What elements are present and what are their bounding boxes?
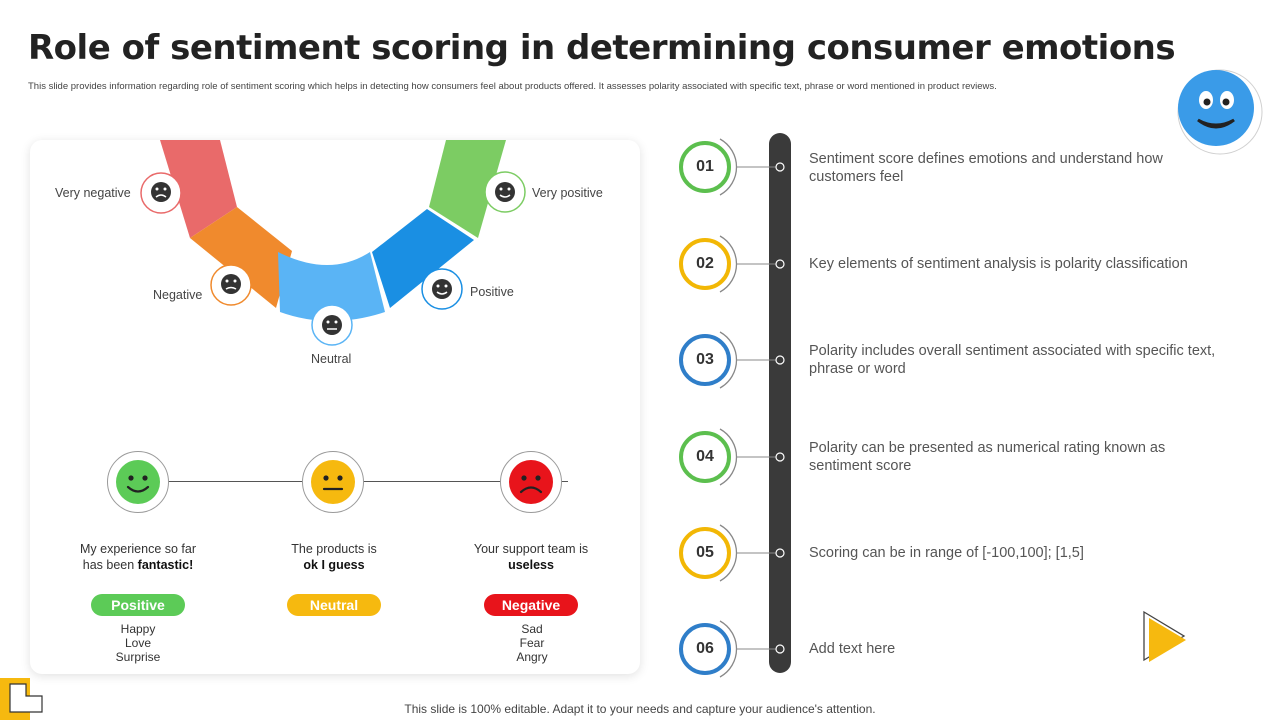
label-very-positive: Very positive [532, 186, 603, 200]
step-text-06: Add text here [809, 641, 896, 657]
page-title: Role of sentiment scoring in determining… [28, 28, 1176, 68]
neutral-badge: Neutral [287, 594, 381, 616]
label-negative: Negative [153, 288, 203, 302]
page-subtitle: This slide provides information regardin… [28, 81, 997, 92]
arc-segment-positive [372, 209, 474, 308]
positive-emotions-list: Happy Love Surprise [78, 622, 198, 664]
step-number-03: 03 [696, 351, 714, 368]
play-arrow-icon [1143, 610, 1186, 662]
happy-face-icon [116, 460, 160, 504]
step-number-05: 05 [696, 544, 714, 561]
list-item: Happy [120, 622, 156, 636]
arc-segment-negative [190, 207, 292, 308]
step-text-01: Sentiment score defines emotions and und… [809, 151, 1163, 185]
step-number-01: 01 [696, 158, 714, 175]
step-ring-03 [679, 331, 785, 389]
timeline-bar [769, 133, 791, 673]
negative-face [500, 451, 562, 513]
very-negative-marker [140, 172, 182, 214]
steps-timeline [679, 133, 791, 678]
very-positive-marker [484, 171, 526, 213]
positive-marker [421, 268, 463, 310]
footer-note: This slide is 100% editable. Adapt it to… [404, 702, 876, 716]
sad-face-icon [509, 460, 553, 504]
step-text-02: Key elements of sentiment analysis is po… [809, 256, 1188, 272]
corner-decoration [0, 678, 43, 720]
list-item: Fear [519, 636, 545, 650]
list-item: Angry [516, 650, 548, 664]
arc-segment-very-positive [429, 140, 506, 238]
label-very-negative: Very negative [55, 186, 131, 200]
step-number-04: 04 [696, 448, 714, 465]
step-number-06: 06 [696, 640, 714, 657]
negative-quote: Your support team is useless [473, 542, 589, 572]
positive-quote: My experience so far has been fantastic! [79, 542, 197, 572]
step-ring-01 [679, 138, 785, 196]
negative-badge: Negative [484, 594, 578, 616]
neutral-marker [311, 304, 353, 346]
connector-line [168, 481, 568, 482]
step-ring-02 [679, 235, 785, 293]
step-text-04: Polarity can be presented as numerical r… [809, 440, 1166, 474]
arc-segment-neutral [278, 252, 385, 321]
label-neutral: Neutral [311, 352, 352, 366]
positive-face [107, 451, 169, 513]
negative-emotions-list: Sad Fear Angry [472, 622, 592, 664]
list-item: Love [124, 636, 152, 650]
list-item: Surprise [115, 650, 161, 664]
neutral-face-icon [311, 460, 355, 504]
sentiment-arc [140, 140, 526, 346]
step-ring-06 [679, 620, 785, 678]
arc-segment-very-negative [160, 140, 237, 238]
positive-badge: Positive [91, 594, 185, 616]
step-ring-05 [679, 524, 785, 582]
negative-marker [210, 264, 252, 306]
label-positive: Positive [470, 285, 514, 299]
step-text-03: Polarity includes overall sentiment asso… [809, 343, 1216, 377]
step-ring-04 [679, 428, 785, 486]
step-number-02: 02 [696, 255, 714, 272]
sentiment-scale-card: Very negative Negative Neutral Positive … [30, 140, 640, 674]
neutral-quote: The products is ok I guess [291, 542, 377, 572]
neutral-face [302, 451, 364, 513]
step-text-05: Scoring can be in range of [-100,100]; [… [809, 545, 1084, 561]
list-item: Sad [521, 622, 543, 636]
smiley-face-icon [1177, 69, 1263, 155]
